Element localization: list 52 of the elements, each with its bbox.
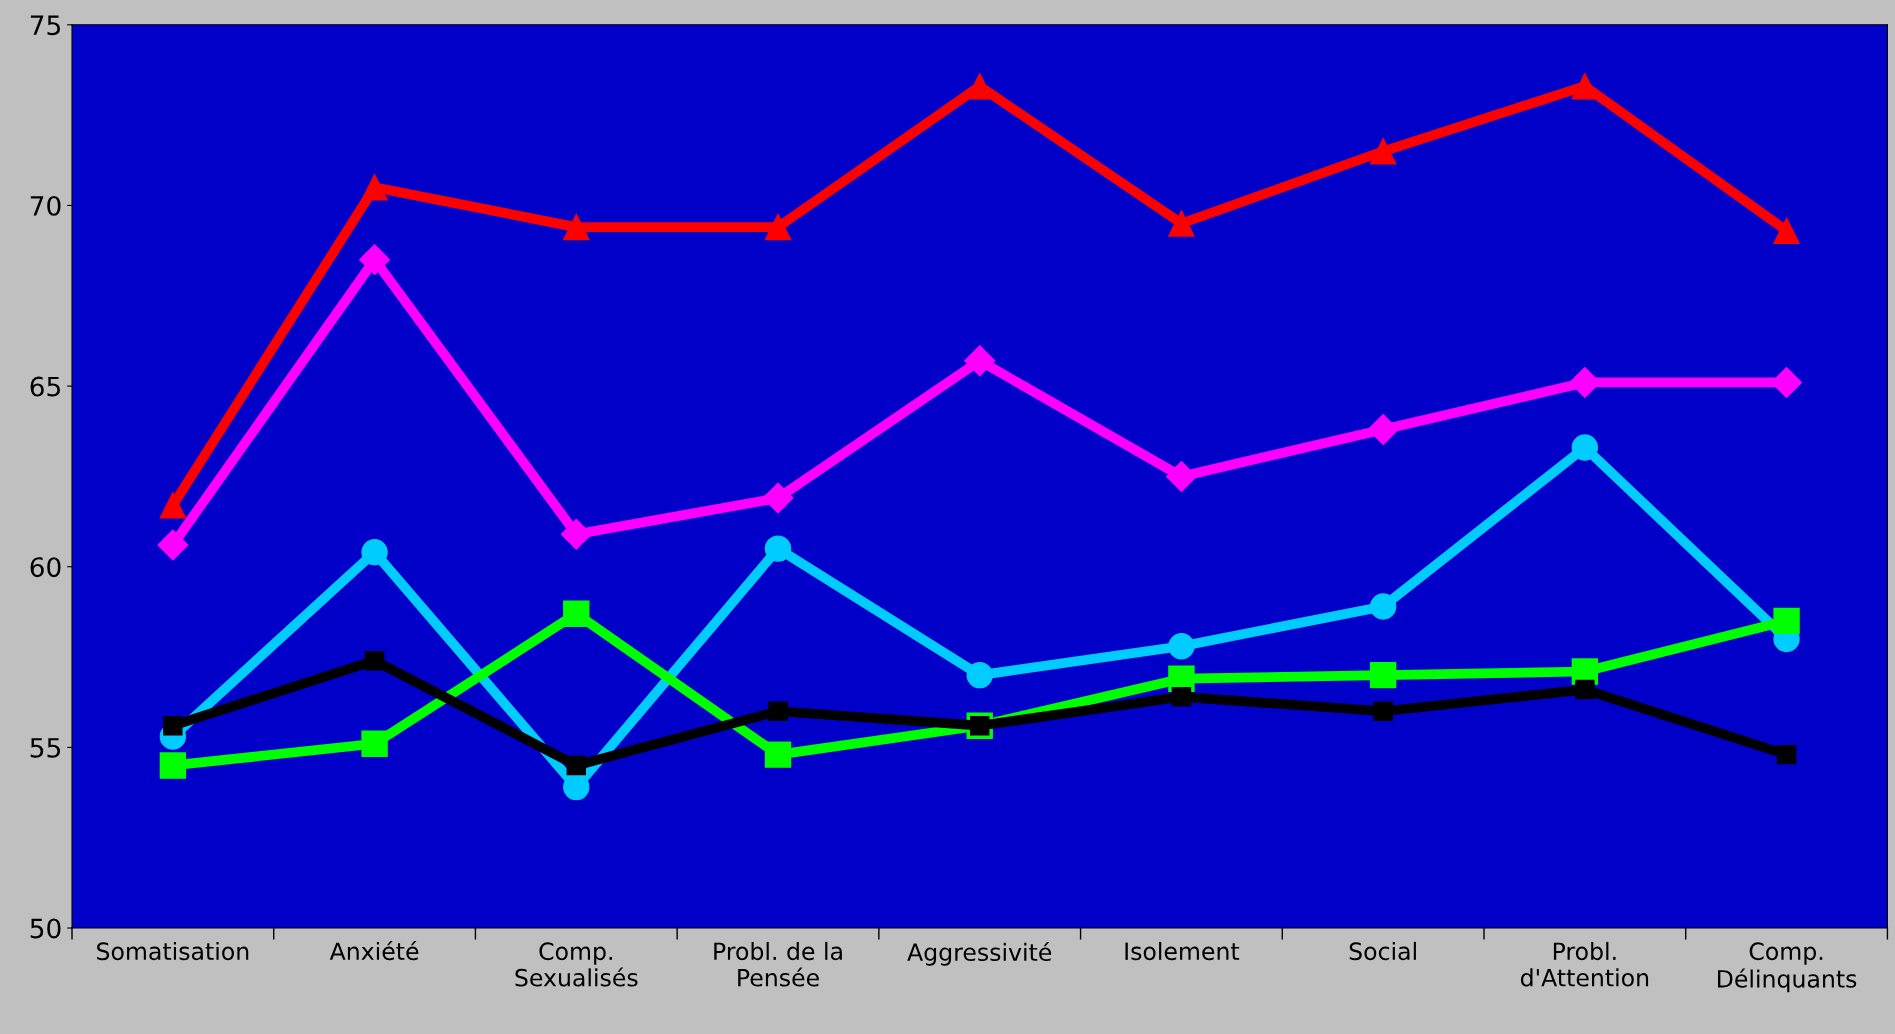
point [361,730,388,757]
x-tick-label: Anxiété [329,940,419,961]
x-tick-label: Aggressivité [907,941,1052,966]
y-tick-label: 70 [30,195,61,216]
y-tick-label: 50 [30,918,61,939]
x-tick-label: Social [1349,941,1416,961]
point [964,345,996,377]
point [163,715,183,736]
point [361,539,388,566]
point [159,492,187,519]
x-tick-label: Comp. Délinquants [1718,942,1857,993]
point [566,755,587,776]
x-tick-label: Somatisation [97,941,249,961]
point [764,213,792,241]
point [364,650,385,671]
x-tick-label: Probl. de la Pensée [714,941,842,987]
point [1571,434,1599,461]
point [1571,73,1599,100]
point [560,518,592,550]
point [762,482,794,514]
point [1776,744,1797,765]
point [359,244,391,276]
x-tick-label: Isolement [1125,941,1240,961]
y-tick-label: 55 [30,738,60,758]
point [361,174,388,201]
point [966,73,993,100]
x-tick-label: Comp. Sexualisés [515,942,638,987]
point [1773,217,1800,244]
point [563,213,590,241]
point [563,600,590,627]
point [1171,687,1192,707]
y-tick-label: 75 [30,15,60,36]
point [157,529,189,561]
point [764,535,792,562]
point [1369,661,1397,689]
point [966,661,993,689]
point [1168,210,1195,237]
point [1166,460,1197,492]
point [1168,633,1195,660]
point [563,773,590,801]
x-tick-label: Probl. d'Attention [1520,941,1649,987]
point [1773,607,1800,635]
point [764,741,792,768]
point [1369,593,1397,620]
point [1575,679,1595,700]
point [1369,138,1397,165]
y-tick-label: 65 [30,376,60,397]
point [1367,414,1399,445]
point [159,752,187,779]
point [768,701,788,721]
point [1373,701,1393,721]
y-tick-label: 60 [30,557,61,578]
